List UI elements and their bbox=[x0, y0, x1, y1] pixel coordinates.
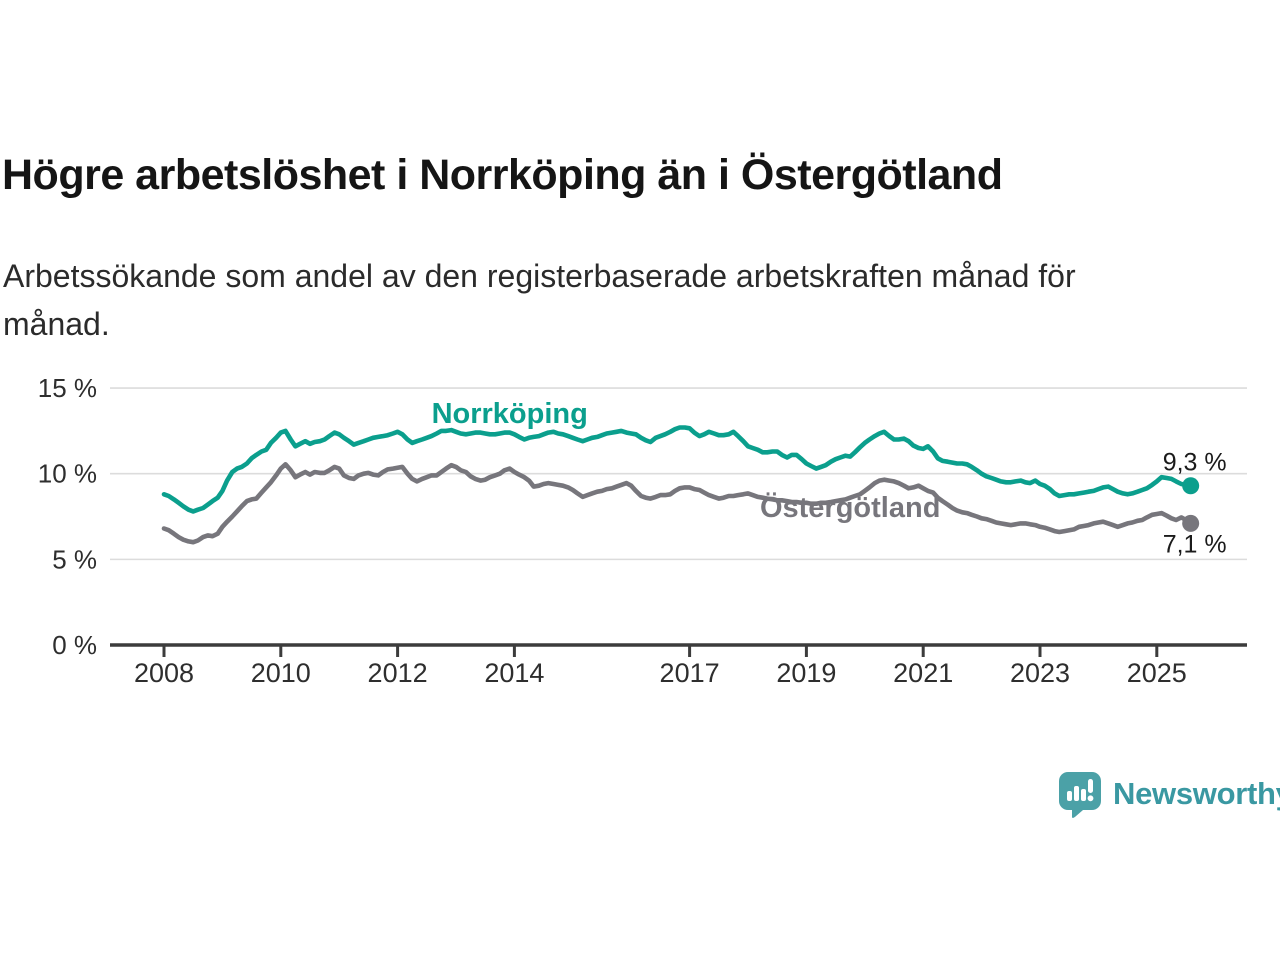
chart-subtitle-line-2: månad. bbox=[3, 306, 110, 342]
page-title: Högre arbetslöshet i Norrköping än i Öst… bbox=[2, 151, 1003, 199]
end-value-label-norrkoping: 9,3 % bbox=[1163, 449, 1227, 477]
series-end-dot-norrkoping bbox=[1182, 477, 1200, 495]
end-value-label-ostergotland: 7,1 % bbox=[1163, 530, 1227, 558]
x-axis-tick-label-2014: 2014 bbox=[484, 658, 544, 688]
x-axis-tick-label-2010: 2010 bbox=[251, 658, 311, 688]
series-label-ostergotland: Östergötland bbox=[760, 491, 940, 524]
x-axis-tick-label-2017: 2017 bbox=[660, 658, 720, 688]
x-axis-tick-label-2019: 2019 bbox=[776, 658, 836, 688]
series-line-ostergotland bbox=[161, 461, 1193, 545]
y-axis-label-5: 5 % bbox=[52, 544, 97, 574]
x-axis-tick-label-2008: 2008 bbox=[134, 658, 194, 688]
y-axis-label-15: 15 % bbox=[38, 373, 97, 403]
series-line-norrkoping bbox=[161, 425, 1193, 514]
newsworthy-logo-text: Newsworthy bbox=[1113, 776, 1280, 811]
bar-chart-speech-bubble-icon bbox=[1059, 772, 1101, 818]
series-end-dot-ostergotland bbox=[1182, 514, 1200, 532]
y-axis-label-10: 10 % bbox=[38, 459, 97, 489]
chart-subtitle: Arbetssökande som andel av den registerb… bbox=[3, 252, 1223, 348]
x-axis-tick-label-2025: 2025 bbox=[1127, 658, 1187, 688]
x-axis-tick-label-2021: 2021 bbox=[893, 658, 953, 688]
x-axis-tick-label-2023: 2023 bbox=[1010, 658, 1070, 688]
newsworthy-logo: Newsworthy bbox=[1057, 770, 1280, 820]
y-axis-label-0: 0 % bbox=[52, 630, 97, 660]
chart-subtitle-line-1: Arbetssökande som andel av den registerb… bbox=[3, 258, 1076, 294]
series-label-norrkoping: Norrköping bbox=[432, 398, 588, 430]
x-axis-tick-label-2012: 2012 bbox=[368, 658, 428, 688]
